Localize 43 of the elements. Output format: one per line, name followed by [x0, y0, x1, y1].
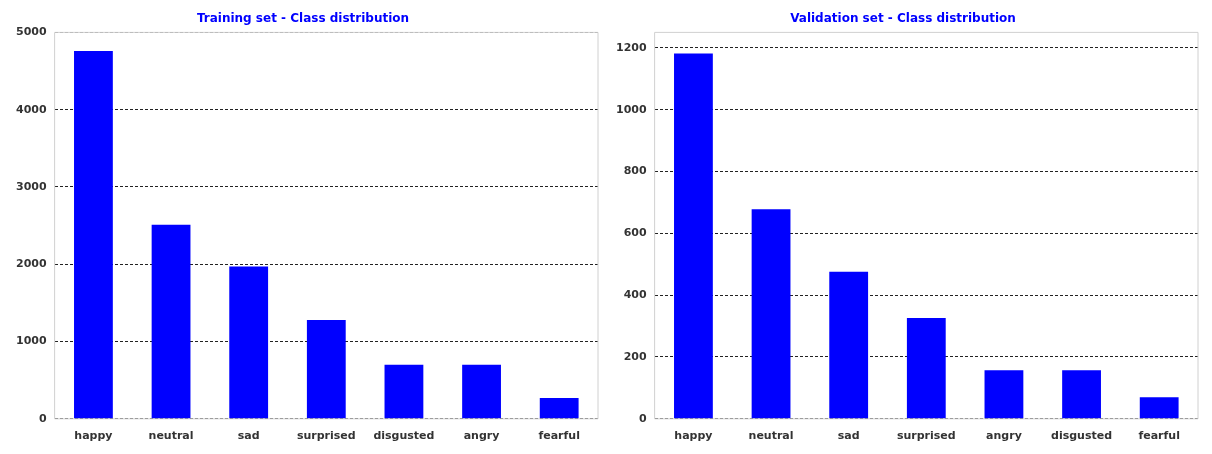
y-tick-label: 0	[638, 411, 647, 425]
x-tick-label: happy	[674, 429, 713, 443]
bar	[751, 209, 791, 419]
bar	[462, 364, 501, 419]
y-tick-label: 2000	[15, 257, 47, 271]
bar	[1062, 370, 1101, 419]
chart-title: Training set - Class distribution	[196, 11, 410, 26]
y-tick-label: 600	[623, 226, 647, 240]
x-tick-label: sad	[837, 429, 860, 443]
y-tick-label: 1200	[615, 40, 647, 54]
y-tick-label: 200	[623, 349, 647, 363]
x-tick-label: happy	[74, 429, 113, 443]
y-tick-label: 5000	[15, 25, 47, 39]
x-tick-label: neutral	[748, 429, 794, 443]
bar	[151, 224, 191, 419]
x-tick-label: fearful	[538, 429, 580, 443]
bar	[384, 364, 424, 419]
bar	[306, 319, 346, 419]
x-tick-label: angry	[463, 429, 500, 443]
y-tick-label: 4000	[15, 102, 47, 116]
y-tick-label: 1000	[615, 102, 647, 116]
bar	[539, 397, 579, 419]
y-tick-label: 400	[623, 288, 647, 302]
x-tick-label: disgusted	[1051, 429, 1113, 443]
bar	[829, 271, 869, 419]
y-tick-label: 800	[623, 164, 647, 178]
bar	[984, 370, 1024, 419]
chart-title: Validation set - Class distribution	[790, 11, 1016, 26]
x-tick-label: angry	[986, 429, 1022, 443]
bar	[74, 50, 113, 419]
x-tick-label: neutral	[148, 429, 194, 443]
x-tick-label: disgusted	[373, 429, 435, 443]
y-tick-label: 3000	[15, 179, 47, 193]
bar	[229, 266, 269, 419]
y-tick-label: 1000	[15, 334, 47, 348]
x-tick-label: sad	[237, 429, 260, 443]
y-tick-label: 0	[38, 411, 47, 425]
bar	[1139, 397, 1179, 419]
bar	[906, 318, 946, 419]
x-tick-label: surprised	[296, 429, 356, 443]
bar	[674, 53, 713, 419]
x-tick-label: surprised	[896, 429, 956, 443]
x-tick-label: fearful	[1138, 429, 1180, 443]
